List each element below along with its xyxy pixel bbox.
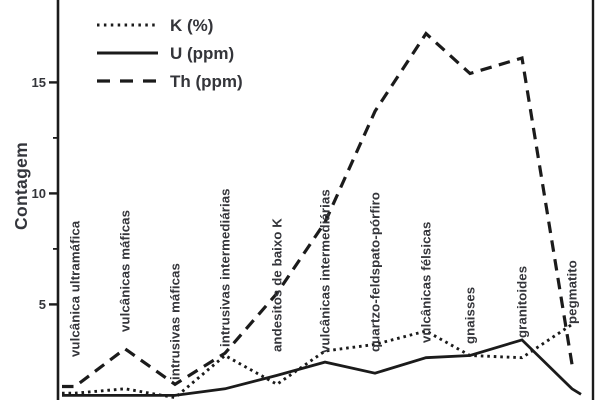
- y-axis: 5 10 15: [32, 0, 60, 400]
- category-label: vulcânicas máficas: [118, 210, 133, 332]
- category-label: vulcânicas félsicas: [419, 222, 434, 343]
- category-label: vulcânicas intermediárias: [318, 189, 333, 353]
- category-label: vulcânica ultramáfica: [68, 220, 83, 357]
- legend-item: Th (ppm): [97, 72, 243, 91]
- series-lines: [62, 31, 582, 400]
- series-line-thppm: [62, 31, 574, 389]
- category-label: andesitos de baixo K: [270, 218, 285, 352]
- legend-label: K (%): [170, 16, 213, 35]
- category-label: intrusivas máficas: [168, 263, 183, 380]
- category-label: granitoides: [515, 266, 530, 338]
- category-label: quartzo-feldspato-pórfiro: [368, 192, 383, 352]
- legend-label: U (ppm): [170, 44, 234, 63]
- y-tick-label: 15: [32, 75, 46, 90]
- series-line-uppm: [62, 338, 582, 397]
- y-axis-title: Contagem: [11, 142, 31, 230]
- category-label: gnaisses: [463, 287, 478, 344]
- legend-label: Th (ppm): [170, 72, 243, 91]
- legend-item: K (%): [97, 16, 213, 35]
- legend-item: U (ppm): [97, 44, 234, 63]
- y-tick-label: 10: [32, 186, 46, 201]
- category-labels: vulcânica ultramáfica vulcânicas máficas i…: [68, 188, 580, 380]
- category-label: pegmatito: [565, 260, 580, 324]
- y-tick-label: 5: [39, 297, 46, 312]
- category-label: intrusivas intermediárias: [218, 188, 233, 347]
- legend: K (%) U (ppm) Th (ppm): [97, 16, 243, 91]
